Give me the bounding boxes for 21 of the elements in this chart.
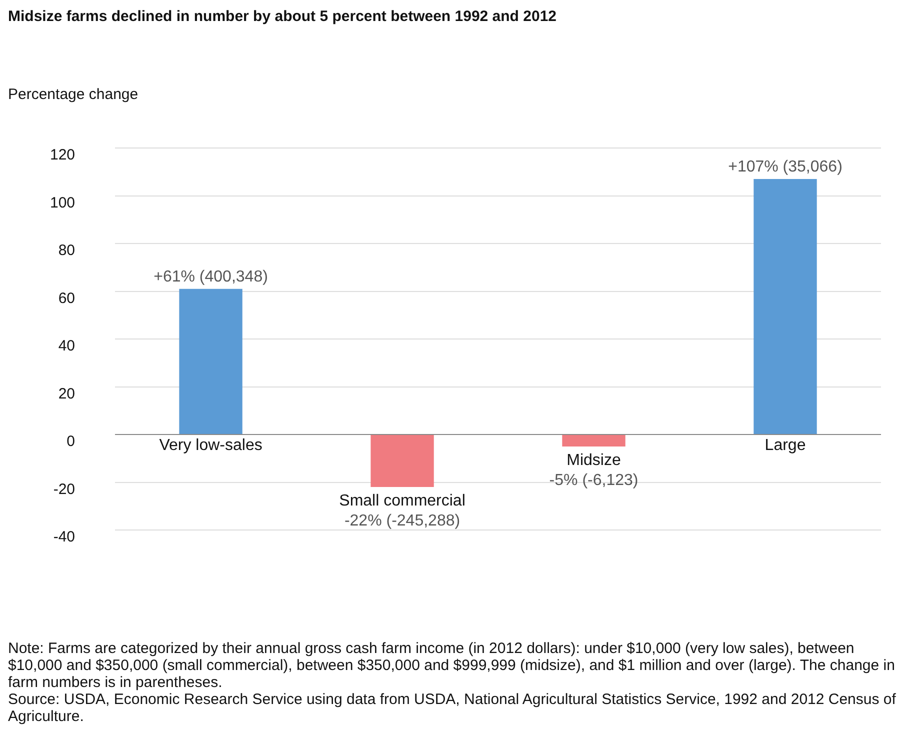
chart-title: Midsize farms declined in number by about 5 percent between 1992 and 2012 [8,8,557,25]
x-tick-label: Large [764,436,806,454]
y-tick-label: 60 [58,290,76,307]
y-tick-label: 120 [50,146,76,164]
data-label: +61% (400,348) [154,268,268,286]
y-tick-label: -40 [53,528,76,546]
y-axis-title: Percentage change [8,86,138,103]
x-tick-label: Very low-sales [159,436,262,454]
y-tick-label: 20 [58,385,76,402]
y-tick-label: 100 [50,194,76,212]
y-tick-label: 80 [58,242,76,260]
source-note: Source: USDA, Economic Research Service using data from USDA, National Agricultural Statistics Service, 1992 and 2012 Census of Agriculture. [8,691,897,725]
y-tick-label: -20 [53,480,76,498]
data-label: +107% (35,066) [728,158,842,176]
y-tick-label: 0 [66,433,76,450]
text: Note: Farms are categorized by their annual gross cash farm income (in 2012 dollars): under $10,000 (very low sales), between $10,000 and $350,000 (small commercial), between $350,000 and $999,999 (midsize), and $1 million and over (large). The change in farm numbers is in parentheses. [8,640,896,691]
x-tick-label: Small commercial [339,492,466,510]
x-tick-label: Midsize [566,452,621,469]
data-label: -5% (-6,123) [549,472,638,489]
data-label: -22% (-245,288) [344,512,460,530]
y-tick-label: 40 [58,338,76,355]
